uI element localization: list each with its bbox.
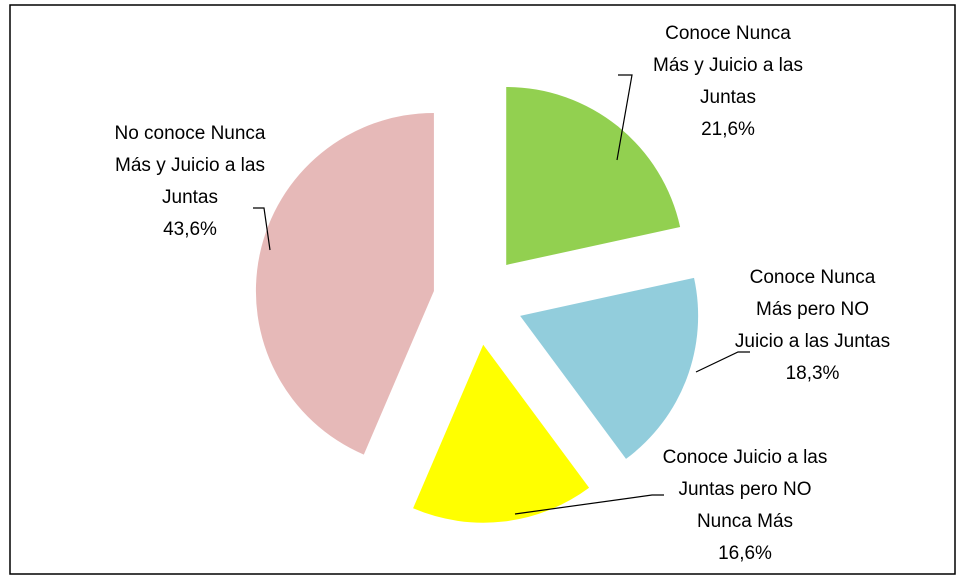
value-label: 16,6%	[718, 543, 772, 564]
chart-frame	[9, 4, 956, 575]
leader-line	[695, 351, 750, 373]
pie-slice	[506, 86, 681, 265]
category-label: Conoce Juicio a las Juntas pero NO Nunca…	[662, 447, 828, 532]
value-label: 18,3%	[785, 363, 840, 384]
category-label: Conoce Nunca Más y Juicio a las Juntas	[653, 23, 803, 108]
pie-slice	[255, 112, 434, 455]
category-label: Conoce Nunca Más pero NO Juicio a las Ju…	[734, 267, 891, 352]
category-label: No conoce Nunca Más y Juicio a las Junta…	[114, 123, 266, 208]
pie-slice	[413, 344, 590, 523]
slice-label: No conoce Nunca Más y Juicio a las Junta…	[110, 118, 270, 246]
value-label: 43,6%	[163, 219, 217, 240]
slice-label: Conoce Nunca Más y Juicio a las Juntas 21…	[648, 18, 808, 146]
leader-line	[253, 207, 271, 251]
slice-label: Conoce Juicio a las Juntas pero NO Nunca…	[655, 442, 835, 570]
value-label: 21,6%	[701, 119, 755, 140]
leader-line	[514, 494, 664, 515]
slice-label: Conoce Nunca Más pero NO Juicio a las Ju…	[730, 262, 895, 390]
pie-slice	[520, 277, 699, 459]
leader-line	[616, 74, 633, 161]
